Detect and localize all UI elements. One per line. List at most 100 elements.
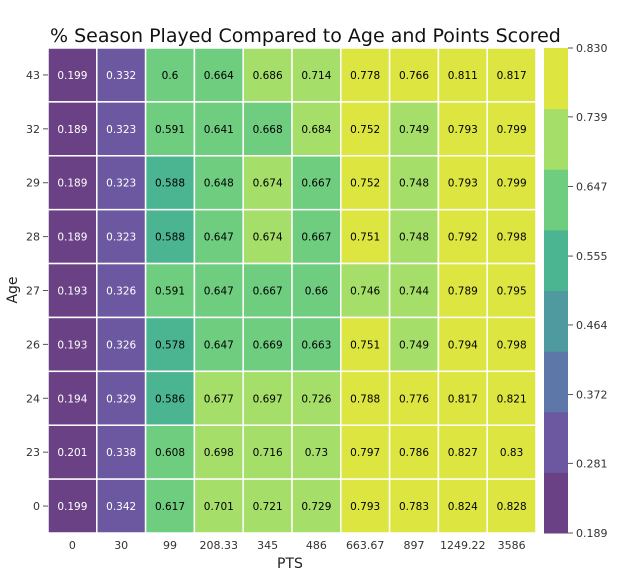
heatmap-cell-value: 0.667 [301,178,331,190]
heatmap-cell-value: 0.669 [253,339,283,351]
heatmap-cell-value: 0.783 [399,501,429,513]
heatmap-cell [96,155,147,211]
heatmap-cell [486,262,537,319]
y-tick-label: 0 [33,500,40,513]
colorbar-tick-label: 0.555 [576,250,608,263]
heatmap-cell [388,478,440,534]
colorbar-tick-label: 0.647 [576,180,608,193]
heatmap-cell [242,262,293,319]
heatmap-cell-value: 0.817 [497,70,527,82]
heatmap-cell-value: 0.798 [497,232,527,244]
heatmap-cell [388,262,440,319]
y-tick-label: 29 [26,177,40,190]
heatmap-cell-value: 0.721 [253,501,283,513]
heatmap-cell-value: 0.749 [399,124,429,136]
colorbar-tick-label: 0.739 [576,111,608,124]
heatmap-cell [340,208,391,265]
heatmap-cell-value: 0.786 [399,447,429,459]
y-tick-label: 27 [26,285,40,298]
heatmap-cell [437,478,488,534]
x-tick-label: 486 [306,539,327,552]
heatmap-cell [242,424,293,480]
colorbar-segment [544,48,568,110]
heatmap-cell-value: 0.778 [350,70,380,82]
heatmap-cell-value: 0.6 [162,70,179,82]
heatmap-cell-value: 0.824 [448,501,478,513]
heatmap-cell [291,262,342,319]
heatmap-cell-value: 0.793 [350,501,380,513]
y-axis-title: Age [5,276,21,303]
heatmap-cell-value: 0.795 [497,286,527,298]
heatmap-cell-value: 0.752 [350,178,380,190]
heatmap-cell [486,370,537,426]
colorbar [544,48,568,534]
heatmap-cell-value: 0.617 [155,501,185,513]
heatmap-cell [340,101,391,157]
colorbar-segment [544,351,568,413]
heatmap-cell [291,101,342,157]
y-tick-label: 43 [26,69,40,82]
heatmap-cell-value: 0.674 [253,178,283,190]
colorbar-tick-label: 0.372 [576,389,608,402]
heatmap-cell-value: 0.674 [253,232,283,244]
heatmap-cell [340,478,391,534]
heatmap-cell [340,424,391,480]
heatmap-cell [340,370,391,426]
heatmap-cell-value: 0.608 [155,447,185,459]
heatmap-cell-value: 0.189 [57,124,87,136]
heatmap-cell-value: 0.647 [204,232,234,244]
x-tick-label: 897 [404,539,425,552]
x-tick-label: 345 [257,539,278,552]
heatmap-cell [437,155,488,211]
heatmap-cell-value: 0.201 [57,447,87,459]
heatmap-cell [96,478,147,534]
heatmap-cell-value: 0.749 [399,339,429,351]
heatmap-cell-value: 0.751 [350,232,380,244]
heatmap-cell [193,316,244,373]
heatmap-cell-value: 0.776 [399,393,429,405]
heatmap-cell-value: 0.591 [155,286,185,298]
heatmap-cell-value: 0.83 [500,447,523,459]
heatmap-cell-value: 0.326 [106,339,136,351]
heatmap-cell-value: 0.817 [448,393,478,405]
y-tick-label: 32 [26,123,40,136]
heatmap-cell-value: 0.199 [57,501,87,513]
heatmap-cell [47,370,98,426]
y-tick-label: 24 [26,392,40,405]
heatmap-cell-value: 0.729 [301,501,331,513]
heatmap-cell [193,101,244,157]
heatmap-cell [388,101,440,157]
heatmap-cell [193,424,244,480]
heatmap-cell [291,370,342,426]
heatmap-cell [486,478,537,534]
colorbar-segment [544,169,568,231]
colorbar-ticks: 0.189 0.281 0.372 0.464 0.555 0.647 0.739 0.830 [568,42,608,540]
x-tick-label: 0 [69,539,76,552]
heatmap-cell-value: 0.714 [301,70,331,82]
heatmap-cell-value: 0.716 [253,447,283,459]
heatmap-cell [388,47,440,103]
heatmap-cell-value: 0.797 [350,447,380,459]
heatmap-cell [437,262,488,319]
colorbar-tick-label: 0.464 [576,319,608,332]
heatmap-cell-value: 0.342 [106,501,136,513]
heatmap-cell-value: 0.821 [497,393,527,405]
heatmap-cell-value: 0.686 [253,70,283,82]
y-tick-label: 28 [26,231,40,244]
heatmap-cell [388,424,440,480]
heatmap-cell-value: 0.794 [448,339,478,351]
heatmap-cell [96,262,147,319]
heatmap-cell-value: 0.588 [155,178,185,190]
heatmap-cell-value: 0.664 [204,70,234,82]
heatmap-cell-value: 0.744 [399,286,429,298]
x-tick-label: 3586 [498,539,526,552]
x-axis-ticks: 0 30 99 208.33 345 486 663.67 897 1249.22 3586 [69,539,526,552]
y-axis-ticks: 43 32 29 28 27 26 24 23 0 [26,69,48,513]
colorbar-tick-label: 0.281 [576,457,608,470]
heatmap-cell [437,370,488,426]
heatmap-cell-value: 0.698 [204,447,234,459]
heatmap-cell-value: 0.194 [57,393,87,405]
heatmap-cell-value: 0.752 [350,124,380,136]
heatmap-cell-value: 0.748 [399,232,429,244]
